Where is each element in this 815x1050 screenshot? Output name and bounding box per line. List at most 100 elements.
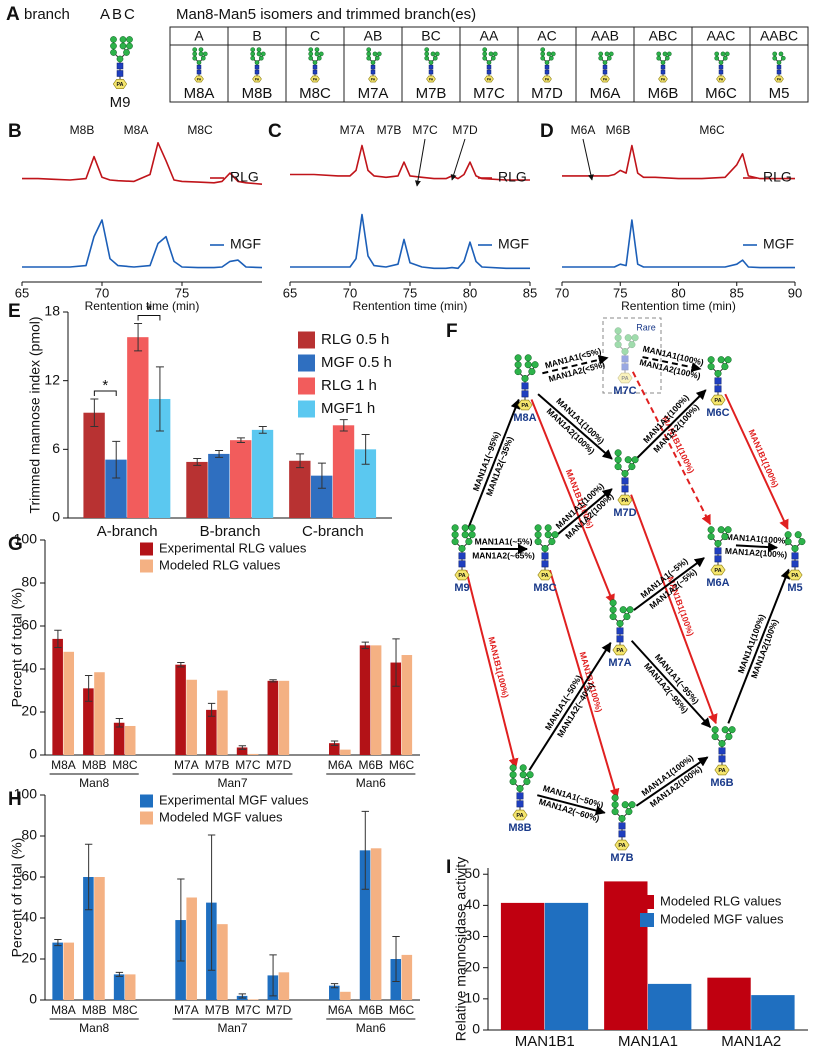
mannose <box>618 814 626 823</box>
mannose <box>776 60 782 65</box>
y-tick-label: 50 <box>464 865 480 881</box>
mannose <box>534 531 542 539</box>
legend-label: Modeled MGF values <box>660 911 784 926</box>
isomer-label: M8A <box>184 85 215 102</box>
bar <box>278 972 290 1000</box>
mannose <box>656 51 662 57</box>
pa-tag <box>542 75 552 83</box>
mannose <box>314 47 320 52</box>
reaction-arrow <box>630 494 718 725</box>
mannose <box>544 531 552 539</box>
error-bar <box>296 453 305 469</box>
y-tick-label: 0 <box>29 746 37 762</box>
x-tick-label: M8B <box>82 1003 107 1017</box>
mannose <box>546 51 552 57</box>
bar <box>105 459 127 518</box>
panel-label: I <box>446 857 451 878</box>
mannose <box>628 341 636 349</box>
x-tick-label: 80 <box>463 285 477 300</box>
x-tick-label: M7A <box>174 1003 199 1017</box>
mannose <box>123 49 130 56</box>
mannose <box>308 55 314 61</box>
error-bar <box>330 740 339 746</box>
glcnac <box>521 390 529 398</box>
mannose <box>250 55 256 61</box>
mannose <box>434 51 440 57</box>
mannose <box>256 51 262 57</box>
group-label: Man7 <box>217 776 247 790</box>
bar <box>124 725 136 755</box>
trace <box>22 219 263 269</box>
significance-mark: * <box>146 301 152 318</box>
glcnac <box>718 69 724 75</box>
x-tick-label: M7A <box>174 758 199 772</box>
mannose <box>314 51 320 57</box>
mannose <box>424 47 430 52</box>
error-bar <box>317 462 326 489</box>
bar <box>113 974 125 1000</box>
branch-header: BC <box>421 28 440 44</box>
mannose <box>458 544 466 553</box>
pa-label: PA <box>429 77 434 81</box>
bar <box>52 638 63 755</box>
mannose <box>514 354 522 362</box>
mannose <box>611 808 619 816</box>
bar <box>217 690 228 755</box>
pa-label: PA <box>371 77 376 81</box>
mannose <box>721 533 729 541</box>
mannose <box>308 47 314 52</box>
glcnac <box>621 363 629 371</box>
reaction-arrow <box>537 794 606 816</box>
x-tick-label: M6C <box>389 758 415 772</box>
bar <box>648 983 692 1030</box>
trace <box>22 142 263 185</box>
peak-label: M6A <box>571 123 596 137</box>
pa-label: PA <box>117 82 124 88</box>
node-label: M8B <box>508 822 531 834</box>
reaction-arrow <box>542 354 609 375</box>
bar <box>332 425 355 518</box>
bar <box>267 680 279 755</box>
node-label: M5 <box>787 582 802 594</box>
y-axis-label: Trimmed mannose index (pmol) <box>27 316 43 513</box>
mannose <box>514 368 522 376</box>
glcnac <box>660 69 666 75</box>
trace <box>290 213 530 270</box>
glcnac <box>616 635 624 643</box>
mannose <box>718 739 726 748</box>
group-label: Man6 <box>356 776 386 790</box>
mannose <box>791 544 799 553</box>
glcnac <box>718 64 724 70</box>
mannose <box>784 538 792 546</box>
mannose <box>524 361 532 369</box>
x-tick-label: M7D <box>266 758 292 772</box>
branch-header: AAB <box>591 28 619 44</box>
x-tick-label: M7B <box>205 758 230 772</box>
mannose <box>366 51 372 57</box>
error-bar <box>215 449 224 458</box>
bar <box>370 848 382 1000</box>
mannose <box>509 771 517 779</box>
node-label: M7B <box>610 852 633 864</box>
y-tick-label: 20 <box>21 703 37 719</box>
pa-tag <box>716 75 726 83</box>
bar <box>83 877 94 1000</box>
node-label: M7C <box>613 385 636 397</box>
bar <box>236 747 248 755</box>
error-bar <box>134 322 143 352</box>
mannose <box>254 60 260 65</box>
pa-tag <box>517 399 533 411</box>
mannose <box>544 524 552 532</box>
mannose <box>598 55 604 61</box>
glycan-icon: PA <box>451 524 476 581</box>
x-tick-label: MAN1A1 <box>618 1033 678 1050</box>
significance-bracket <box>93 390 117 396</box>
mannose <box>604 51 610 57</box>
pa-label: PA <box>541 573 548 579</box>
mannose <box>250 47 256 52</box>
legend-label: RLG 0.5 h <box>321 331 389 348</box>
mannose <box>717 356 725 364</box>
panel-a-title: Man8-Man5 isomers and trimmed branch(es) <box>176 6 476 23</box>
bar <box>83 688 94 755</box>
